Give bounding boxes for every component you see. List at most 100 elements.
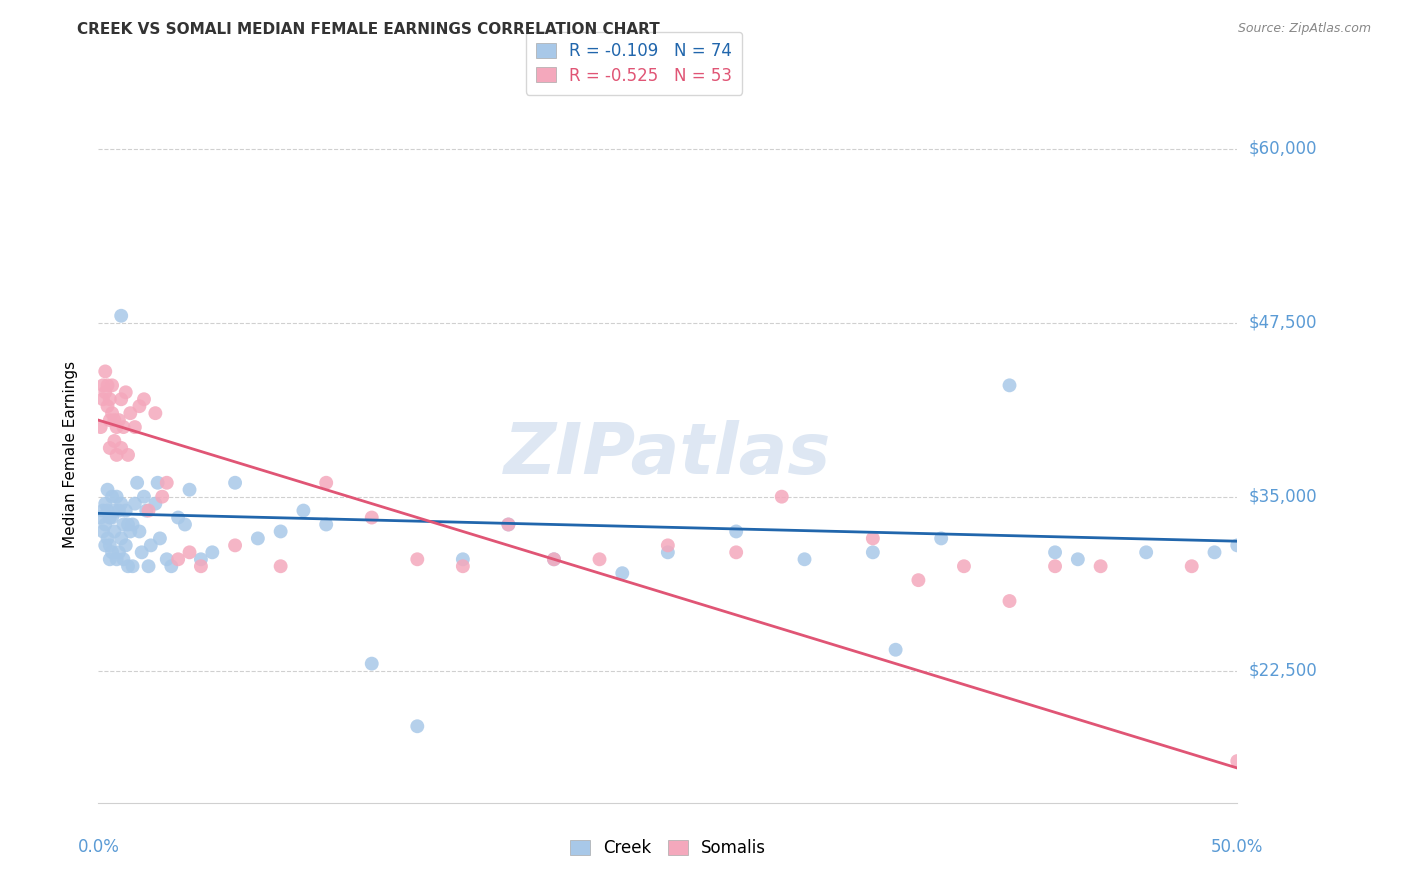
Point [117, 559, 139, 574]
Point [105, 448, 128, 462]
Point [90, 510, 112, 524]
Point [167, 510, 190, 524]
Point [96, 483, 118, 497]
Point [112, 517, 135, 532]
Point [1043, 559, 1066, 574]
Point [91, 378, 114, 392]
Point [103, 524, 125, 539]
Point [149, 532, 172, 546]
Point [101, 378, 124, 392]
Point [612, 566, 634, 581]
Point [98, 538, 121, 552]
Point [160, 559, 183, 574]
Point [117, 517, 139, 532]
Point [128, 399, 150, 413]
Point [96, 532, 118, 546]
Point [138, 503, 160, 517]
Point [132, 490, 155, 504]
Point [124, 497, 146, 511]
Point [150, 490, 173, 504]
Point [862, 532, 884, 546]
Point [657, 538, 679, 552]
Point [105, 552, 128, 566]
Point [117, 448, 139, 462]
Point [127, 475, 149, 490]
Point [105, 420, 128, 434]
Point [110, 497, 132, 511]
Point [498, 517, 520, 532]
Point [128, 524, 150, 539]
Point [174, 517, 197, 532]
Point [94, 538, 117, 552]
Point [120, 406, 142, 420]
Point [132, 392, 155, 407]
Point [953, 559, 976, 574]
Point [246, 532, 269, 546]
Point [224, 538, 246, 552]
Point [907, 573, 929, 587]
Point [406, 719, 429, 733]
Point [98, 552, 121, 566]
Point [131, 545, 153, 559]
Point [179, 545, 201, 559]
Point [862, 545, 884, 559]
Point [201, 545, 224, 559]
Point [94, 497, 117, 511]
Point [101, 545, 124, 559]
Point [1135, 545, 1157, 559]
Point [1204, 545, 1226, 559]
Point [1226, 538, 1249, 552]
Point [96, 503, 118, 517]
Y-axis label: Median Female Earnings: Median Female Earnings [63, 361, 77, 549]
Point [94, 517, 117, 532]
Point [1067, 552, 1090, 566]
Legend: Creek, Somalis: Creek, Somalis [562, 833, 773, 864]
Point [179, 483, 201, 497]
Point [112, 552, 135, 566]
Point [103, 503, 125, 517]
Point [725, 524, 748, 539]
Point [135, 503, 157, 517]
Point [124, 420, 146, 434]
Point [105, 490, 128, 504]
Point [451, 552, 474, 566]
Point [998, 594, 1021, 608]
Point [156, 475, 179, 490]
Point [114, 385, 136, 400]
Point [657, 545, 679, 559]
Point [498, 517, 520, 532]
Point [91, 503, 114, 517]
Point [543, 552, 565, 566]
Point [101, 406, 124, 420]
Point [121, 517, 143, 532]
Point [451, 559, 474, 574]
Point [190, 559, 212, 574]
Point [120, 524, 142, 539]
Point [138, 559, 160, 574]
Text: 50.0%: 50.0% [1211, 838, 1264, 855]
Point [114, 503, 136, 517]
Point [101, 490, 124, 504]
Text: Source: ZipAtlas.com: Source: ZipAtlas.com [1237, 22, 1371, 36]
Text: CREEK VS SOMALI MEDIAN FEMALE EARNINGS CORRELATION CHART: CREEK VS SOMALI MEDIAN FEMALE EARNINGS C… [77, 22, 659, 37]
Point [543, 552, 565, 566]
Point [770, 490, 793, 504]
Point [725, 545, 748, 559]
Point [793, 552, 815, 566]
Point [145, 497, 167, 511]
Point [114, 538, 136, 552]
Point [91, 392, 114, 407]
Point [90, 420, 112, 434]
Point [145, 406, 167, 420]
Point [406, 552, 429, 566]
Point [1090, 559, 1112, 574]
Point [103, 434, 125, 448]
Point [108, 413, 131, 427]
Point [139, 538, 162, 552]
Point [146, 475, 169, 490]
Point [190, 552, 212, 566]
Point [98, 392, 121, 407]
Point [101, 510, 124, 524]
Point [1043, 545, 1066, 559]
Text: $47,500: $47,500 [1249, 314, 1317, 332]
